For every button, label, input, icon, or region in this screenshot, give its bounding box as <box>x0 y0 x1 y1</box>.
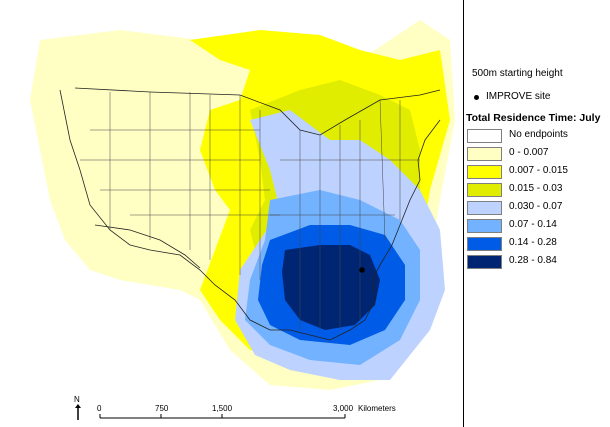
legend-subtitle: 500m starting height <box>472 68 563 79</box>
residence-time-map: N 0 750 1,500 3,000 Kilometers <box>30 20 455 420</box>
legend-swatch <box>467 165 502 179</box>
legend-item: 0.015 - 0.03 <box>466 182 606 200</box>
coastline <box>59 89 441 341</box>
legend-item-label: 0.030 - 0.07 <box>509 201 563 212</box>
us-mexico-border <box>94 224 201 269</box>
scale-tick-0: 0 <box>97 404 102 413</box>
legend-swatch <box>467 201 502 215</box>
legend-item-label: No endpoints <box>509 129 568 140</box>
residence-time-grid <box>30 20 455 390</box>
legend-swatch <box>467 129 502 143</box>
legend-item-label: 0.007 - 0.015 <box>509 165 568 176</box>
legend-item-label: 0.14 - 0.28 <box>509 237 557 248</box>
scale-tick-1500: 1,500 <box>212 404 233 413</box>
state-lines <box>80 92 420 330</box>
legend-swatch <box>467 147 502 161</box>
legend-swatch <box>467 237 502 251</box>
legend-title: Total Residence Time: July <box>466 112 601 124</box>
scale-tick-750: 750 <box>155 404 169 413</box>
legend-item-label: 0.07 - 0.14 <box>509 219 557 230</box>
legend-item: 0 - 0.007 <box>466 146 606 164</box>
scale-tick-3000: 3,000 <box>333 404 354 413</box>
legend-divider <box>463 0 464 427</box>
legend-item-label: 0 - 0.007 <box>509 147 549 158</box>
north-arrow-label: N <box>74 395 80 404</box>
improve-site-marker <box>359 267 365 273</box>
map-outlines <box>59 87 441 341</box>
legend-swatch <box>467 219 502 233</box>
scale-bar: 0 750 1,500 3,000 Kilometers <box>97 404 396 419</box>
scale-unit: Kilometers <box>358 404 396 413</box>
legend-item: 0.030 - 0.07 <box>466 200 606 218</box>
north-arrow-head <box>75 404 81 408</box>
legend-item: 0.007 - 0.015 <box>466 164 606 182</box>
residence-band-0.28-0.84 <box>282 245 380 330</box>
improve-site-legend-label: IMPROVE site <box>486 91 551 102</box>
us-canada-border <box>74 87 441 136</box>
legend-item: 0.14 - 0.28 <box>466 236 606 254</box>
legend-panel: 500m starting height IMPROVE site Total … <box>466 0 610 427</box>
legend-swatch <box>467 183 502 197</box>
legend-item-label: 0.015 - 0.03 <box>509 183 563 194</box>
legend-item-label: 0.28 - 0.84 <box>509 255 557 266</box>
legend-item: 0.28 - 0.84 <box>466 254 606 272</box>
legend-item: No endpoints <box>466 128 606 146</box>
improve-site-legend-dot <box>474 95 479 100</box>
legend-item: 0.07 - 0.14 <box>466 218 606 236</box>
north-arrow: N <box>74 395 81 420</box>
legend-swatch <box>467 255 502 269</box>
